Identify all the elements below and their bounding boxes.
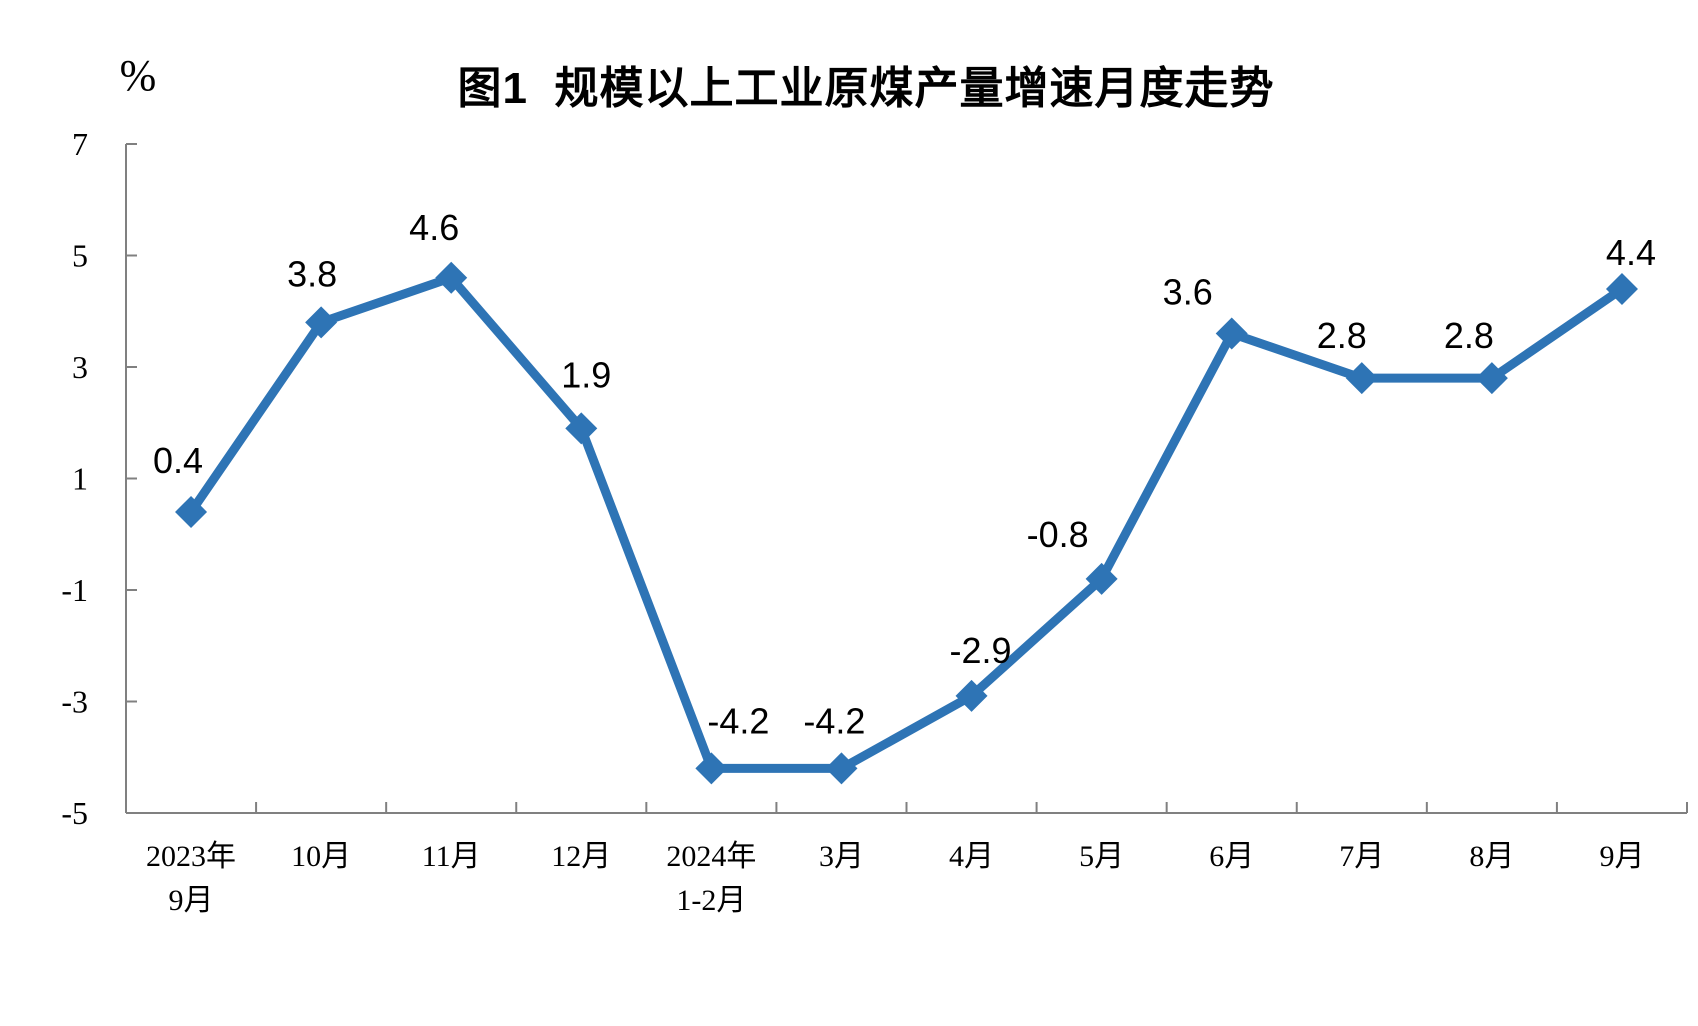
data-point-marker: [435, 261, 468, 294]
x-axis-category-label-line2: 9月: [169, 884, 214, 917]
data-point-label: 4.6: [409, 207, 459, 248]
x-axis-category-label: 5月: [1079, 840, 1124, 873]
x-axis-category-label: 7月: [1339, 840, 1384, 873]
y-axis-tick-label: -3: [61, 684, 88, 720]
x-axis-category-label: 11月: [422, 840, 481, 873]
y-axis-tick-label: -5: [61, 795, 88, 831]
data-point-marker: [565, 412, 598, 445]
data-point-marker: [825, 752, 858, 785]
data-point-label: 3.6: [1163, 272, 1213, 313]
data-point-marker: [1345, 362, 1378, 395]
x-axis-category-label: 10月: [291, 840, 351, 873]
x-axis-category-label: 3月: [819, 840, 864, 873]
data-point-marker: [695, 752, 728, 785]
data-point-label: -0.8: [1027, 514, 1089, 555]
data-point-label: 3.8: [287, 253, 337, 294]
x-axis-category-label: 4月: [949, 840, 994, 873]
data-point-label: 0.4: [153, 440, 203, 481]
y-axis-tick-label: 3: [72, 349, 88, 385]
y-axis-unit-label: %: [119, 51, 157, 100]
data-point-marker: [1475, 362, 1508, 395]
x-axis-category-label: 8月: [1469, 840, 1514, 873]
data-point-label: -2.9: [950, 630, 1012, 671]
x-axis-category-label: 9月: [1599, 840, 1644, 873]
y-axis-tick-label: 7: [72, 126, 88, 162]
x-axis-category-label-line2: 1-2月: [676, 884, 746, 917]
data-point-marker: [955, 679, 988, 712]
data-point-label: -4.2: [803, 700, 865, 741]
y-axis-tick-label: 5: [72, 238, 88, 274]
data-point-marker: [1085, 562, 1118, 595]
data-point-label: -4.2: [707, 700, 769, 741]
data-point-label: 1.9: [561, 354, 611, 395]
data-point-marker: [305, 306, 338, 339]
data-point-label: 4.4: [1606, 232, 1656, 273]
data-point-label: 2.8: [1317, 315, 1367, 356]
chart-title: 图1 规模以上工业原煤产量增速月度走势: [457, 64, 1275, 113]
y-axis-tick-label: -1: [61, 572, 88, 608]
x-axis-category-label: 2024年: [666, 840, 756, 873]
series-line: [186, 273, 1627, 773]
y-axis-tick-label: 1: [72, 461, 88, 497]
x-axis-category-label: 6月: [1209, 840, 1254, 873]
data-point-label: 2.8: [1444, 315, 1494, 356]
data-point-marker: [1605, 272, 1638, 305]
data-point-marker: [1215, 317, 1248, 350]
x-axis-category-label: 2023年: [146, 840, 236, 873]
x-axis-category-label: 12月: [551, 840, 611, 873]
data-point-marker: [175, 495, 208, 528]
